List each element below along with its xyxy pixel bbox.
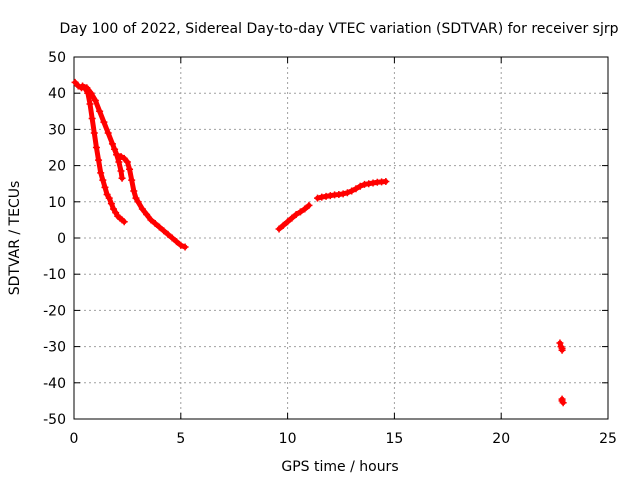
data-point	[126, 165, 134, 173]
axis-ticks	[73, 56, 609, 420]
data-point	[112, 209, 120, 217]
data-point	[556, 339, 564, 347]
y-tick-label: -50	[43, 412, 66, 428]
data-point	[87, 89, 95, 97]
x-tick-label: 0	[70, 431, 79, 447]
data-point	[288, 214, 296, 222]
data-point	[382, 178, 390, 186]
x-tick-label: 15	[385, 431, 403, 447]
data-point	[356, 182, 364, 190]
data-point	[108, 140, 116, 148]
data-point	[71, 78, 79, 86]
x-tick-label: 25	[599, 431, 617, 447]
data-point	[91, 96, 99, 104]
data-point	[296, 208, 304, 216]
data-point	[100, 118, 108, 126]
data-point	[160, 227, 168, 235]
data-point	[559, 399, 567, 407]
data-point	[92, 144, 100, 151]
y-axis-tick-labels: -50 -40 -30 -20 -10 0 10 20 30 40 50	[43, 50, 66, 428]
data-point	[177, 241, 185, 249]
x-tick-label: 5	[176, 431, 185, 447]
data-point	[292, 210, 300, 218]
data-point	[123, 158, 131, 166]
chart-title: Day 100 of 2022, Sidereal Day-to-day VTE…	[59, 21, 618, 37]
data-point	[86, 100, 94, 108]
y-tick-label: -10	[43, 267, 66, 283]
data-point	[118, 174, 126, 182]
data-point	[181, 243, 189, 251]
data-point	[305, 201, 313, 209]
series-track-c	[111, 145, 189, 251]
data-point	[97, 169, 105, 177]
data-point	[130, 187, 138, 195]
data-point	[111, 145, 119, 153]
data-point	[155, 223, 163, 231]
data-point	[138, 205, 146, 213]
x-axis-title: GPS time / hours	[281, 459, 398, 475]
data-points	[71, 78, 567, 407]
data-point	[96, 107, 104, 115]
data-point	[120, 218, 128, 226]
data-point	[275, 225, 283, 233]
data-point	[120, 154, 128, 162]
series-track-f	[556, 339, 566, 354]
y-tick-label: 30	[48, 122, 66, 138]
data-point	[558, 346, 566, 354]
x-tick-label: 20	[492, 431, 510, 447]
data-point	[134, 198, 142, 206]
data-point	[343, 189, 351, 197]
data-point	[164, 230, 172, 238]
data-point	[128, 176, 136, 184]
data-point	[314, 194, 322, 202]
y-tick-label: -40	[43, 376, 66, 392]
data-point	[101, 183, 109, 191]
data-point	[173, 238, 181, 246]
data-point	[88, 115, 96, 123]
series-track-e	[314, 178, 390, 202]
data-point	[284, 218, 292, 226]
grid	[74, 57, 608, 419]
y-tick-label: -20	[43, 303, 66, 319]
data-point	[83, 84, 91, 92]
data-point	[352, 185, 360, 193]
data-point	[110, 205, 118, 213]
data-point	[132, 194, 140, 202]
series-track-g	[558, 395, 567, 407]
data-point	[79, 82, 87, 90]
y-tick-label: 50	[48, 50, 66, 66]
data-point	[104, 129, 112, 137]
series-track-a	[71, 78, 128, 226]
y-tick-label: 40	[48, 86, 66, 102]
data-point	[95, 156, 103, 164]
data-point	[348, 187, 356, 195]
data-point	[147, 216, 155, 224]
data-point	[168, 234, 176, 242]
data-point	[103, 191, 111, 199]
y-tick-label: -30	[43, 340, 66, 356]
series-track-b	[79, 82, 126, 182]
data-point	[117, 167, 125, 175]
data-point	[151, 220, 159, 228]
data-point	[90, 129, 98, 137]
data-point	[107, 200, 115, 208]
data-point	[143, 210, 151, 218]
x-tick-label: 10	[279, 431, 297, 447]
data-point	[301, 205, 309, 213]
y-tick-label: 10	[48, 195, 66, 211]
y-tick-label: 20	[48, 159, 66, 175]
x-axis-tick-labels: 0 5 10 15 20 25	[70, 431, 617, 447]
data-point	[279, 221, 287, 229]
data-point	[105, 194, 113, 202]
series-track-d	[275, 201, 313, 233]
y-axis-title: SDTVAR / TECUs	[7, 181, 23, 296]
data-point	[99, 176, 107, 184]
data-point	[339, 190, 347, 198]
y-tick-label: 0	[57, 231, 66, 247]
